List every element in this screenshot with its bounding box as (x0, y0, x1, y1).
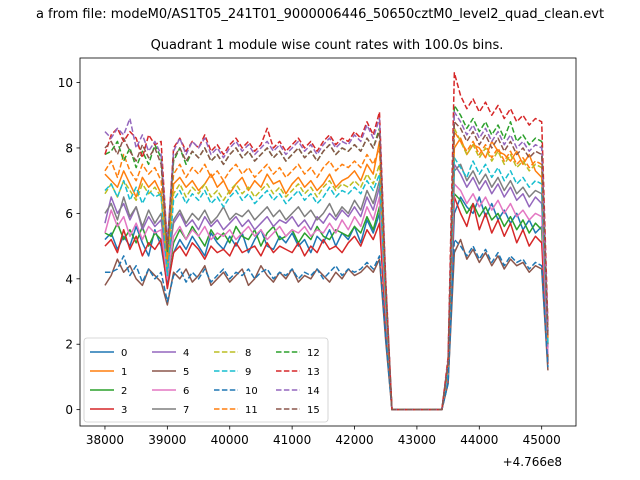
legend-label: 7 (183, 405, 189, 416)
series-line-11 (104, 130, 549, 411)
series-line-3 (104, 196, 549, 411)
legend-label: 15 (307, 405, 320, 416)
y-axis: 0 2 4 6 8 10 (58, 76, 80, 417)
series-line-9 (104, 157, 549, 411)
x-tick-label: 43000 (398, 433, 436, 447)
series-line-14 (104, 111, 549, 411)
series-line-6 (104, 183, 549, 411)
series-line-4 (104, 163, 549, 411)
legend-label: 9 (245, 367, 251, 378)
legend-label: 8 (245, 348, 251, 359)
x-tick-label: 39000 (148, 433, 186, 447)
y-tick-label: 4 (65, 272, 73, 286)
x-offset-label: +4.766e8 (503, 455, 562, 469)
legend-label: 5 (183, 367, 189, 378)
legend-label: 1 (121, 367, 127, 378)
x-tick-label: 45000 (523, 433, 561, 447)
series-line-10 (104, 238, 549, 411)
y-tick-label: 0 (65, 403, 73, 417)
legend-label: 12 (307, 348, 320, 359)
series-line-8 (104, 127, 549, 411)
legend-label: 4 (183, 348, 189, 359)
figure-suptitle: a from file: modeM0/AS1T05_241T01_900000… (36, 7, 604, 22)
series-layer (104, 71, 549, 411)
y-tick-label: 10 (58, 76, 73, 90)
legend-label: 13 (307, 367, 320, 378)
series-line-5 (104, 238, 549, 411)
legend-label: 11 (245, 405, 258, 416)
legend-label: 0 (121, 348, 127, 359)
x-tick-label: 44000 (460, 433, 498, 447)
legend-label: 3 (121, 405, 127, 416)
y-tick-label: 2 (65, 338, 73, 352)
plot-frame (79, 57, 577, 427)
y-tick-label: 6 (65, 207, 73, 221)
legend-label: 14 (307, 386, 320, 397)
x-tick-label: 41000 (273, 433, 311, 447)
x-tick-label: 40000 (211, 433, 249, 447)
x-tick-label: 38000 (86, 433, 124, 447)
x-axis: 38000 39000 40000 41000 42000 43000 44000 45000 (86, 426, 561, 447)
legend-label: 6 (183, 386, 189, 397)
series-line-7 (104, 163, 549, 411)
series-line-15 (104, 121, 549, 411)
legend-frame (83, 337, 329, 423)
y-tick-label: 8 (65, 141, 73, 155)
chart-title: Quadrant 1 module wise count rates with … (151, 38, 504, 53)
x-tick-label: 42000 (335, 433, 373, 447)
legend-label: 2 (121, 386, 127, 397)
legend-label: 10 (245, 386, 258, 397)
